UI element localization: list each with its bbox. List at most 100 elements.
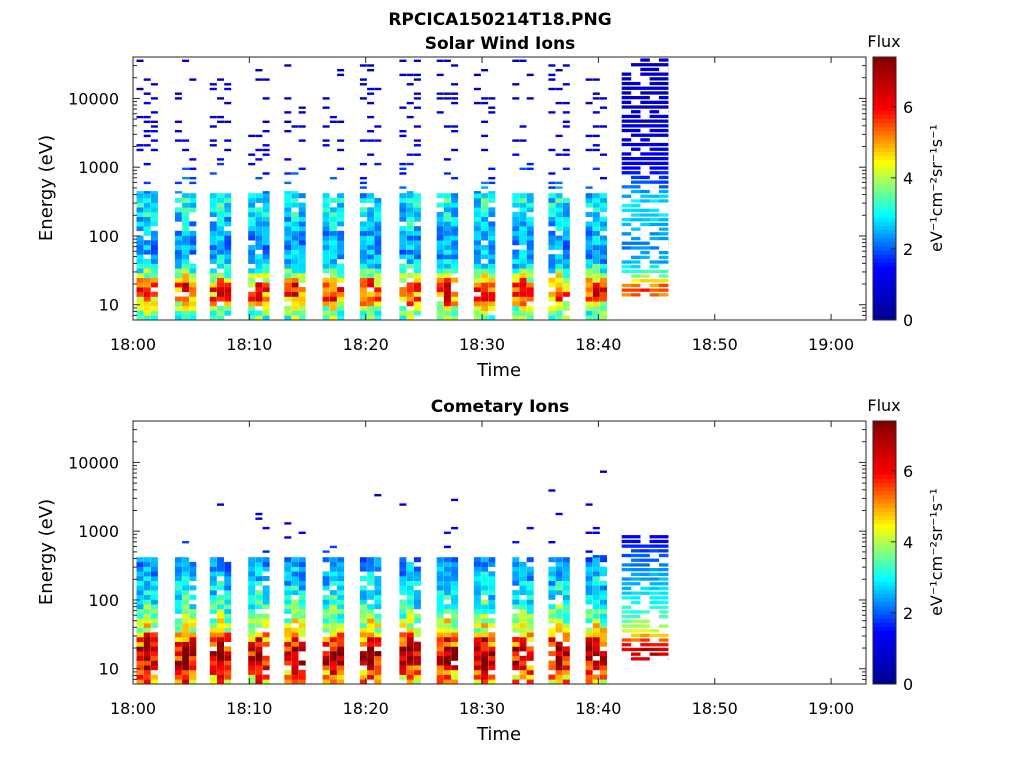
heatmap-cell: [284, 193, 292, 199]
heatmap-cell: [658, 596, 669, 600]
heatmap-cell: [182, 622, 190, 628]
heatmap-cell: [182, 305, 190, 311]
heatmap-cell: [443, 172, 451, 175]
heatmap-cell: [143, 115, 151, 119]
heatmap-cell: [182, 566, 190, 572]
heatmap-cell: [262, 172, 270, 175]
heatmap-cell: [143, 594, 151, 600]
heatmap-cell: [209, 557, 217, 563]
heatmap-cell: [473, 665, 481, 671]
heatmap-cell: [217, 557, 224, 563]
heatmap-cell: [631, 157, 641, 161]
heatmap-cell: [255, 226, 263, 232]
heatmap-cell: [322, 613, 330, 619]
heatmap-cell: [585, 580, 593, 586]
heatmap-cell: [649, 633, 660, 637]
heatmap-cell: [143, 162, 151, 166]
heatmap-cell: [451, 599, 459, 605]
heatmap-cell: [248, 622, 256, 628]
heatmap-cell: [291, 244, 299, 250]
heatmap-cell: [519, 240, 527, 246]
heatmap-cell: [658, 591, 669, 595]
heatmap-cell: [413, 73, 421, 77]
x-tick-label: 18:20: [343, 335, 389, 354]
heatmap-cell: [189, 296, 197, 302]
heatmap-cell: [413, 305, 421, 311]
heatmap-cell: [473, 268, 481, 274]
heatmap-cell: [359, 627, 367, 633]
heatmap-cell: [473, 641, 481, 647]
heatmap-cell: [284, 291, 292, 297]
colorbar-segment: [873, 610, 896, 615]
heatmap-cell: [182, 277, 190, 283]
heatmap-cell: [337, 240, 345, 246]
heatmap-cell: [367, 212, 375, 217]
heatmap-cell: [284, 230, 292, 236]
heatmap-cell: [291, 651, 299, 657]
heatmap-cell: [209, 301, 217, 307]
heatmap-cell: [600, 273, 607, 278]
heatmap-cell: [443, 282, 451, 288]
heatmap-cell: [329, 674, 337, 680]
heatmap-cell: [248, 599, 256, 605]
heatmap-cell: [189, 646, 197, 652]
heatmap-cell: [600, 177, 607, 180]
heatmap-cell: [374, 230, 382, 236]
colorbar-segment: [873, 221, 896, 226]
heatmap-cell: [592, 193, 600, 199]
heatmap-cell: [600, 580, 607, 586]
heatmap-cell: [174, 130, 182, 133]
heatmap-cell: [359, 557, 367, 563]
heatmap-cell: [592, 608, 600, 614]
heatmap-cell: [451, 97, 459, 100]
heatmap-cell: [322, 665, 330, 671]
heatmap-cell: [512, 679, 520, 685]
heatmap-cell: [174, 622, 182, 628]
heatmap-cell: [284, 273, 292, 278]
heatmap-cell: [526, 258, 534, 264]
heatmap-cell: [209, 139, 217, 142]
heatmap-cell: [488, 282, 496, 288]
heatmap-cell: [631, 610, 641, 614]
heatmap-cell: [255, 258, 263, 264]
heatmap-cell: [451, 212, 459, 217]
heatmap-cell: [555, 212, 563, 217]
heatmap-cell: [337, 193, 345, 199]
heatmap-cell: [182, 608, 190, 614]
heatmap-cell: [555, 221, 563, 227]
heatmap-cell: [255, 291, 263, 297]
heatmap-cell: [481, 212, 489, 217]
heatmap-cell: [658, 152, 669, 156]
heatmap-cell: [600, 470, 607, 473]
heatmap-cell: [298, 679, 306, 685]
heatmap-cell: [255, 240, 263, 246]
heatmap-cell: [143, 221, 151, 227]
heatmap-cell: [399, 291, 407, 297]
heatmap-cell: [658, 166, 669, 170]
heatmap-cell: [209, 193, 217, 199]
heatmap-cell: [526, 240, 534, 246]
heatmap-cell: [143, 604, 151, 610]
heatmap-cell: [585, 282, 593, 288]
heatmap-cell: [555, 181, 563, 185]
heatmap-cell: [182, 576, 190, 581]
heatmap-cell: [322, 557, 330, 563]
colorbar-segment: [873, 642, 896, 648]
colorbar-segment: [873, 315, 896, 321]
heatmap-cell: [600, 627, 607, 633]
heatmap-cell: [136, 305, 144, 311]
heatmap-cell: [519, 167, 527, 170]
heatmap-cell: [284, 240, 292, 246]
heatmap-cell: [143, 240, 151, 246]
heatmap-cell: [649, 279, 660, 283]
heatmap-cell: [262, 197, 270, 203]
heatmap-cell: [526, 655, 534, 661]
heatmap-cell: [621, 610, 632, 614]
heatmap-cell: [585, 566, 593, 572]
heatmap-cell: [217, 669, 224, 675]
heatmap-cell: [291, 679, 299, 685]
heatmap-cell: [217, 580, 224, 586]
heatmap-cell: [374, 268, 382, 274]
heatmap-cell: [298, 212, 306, 217]
colorbar-frame: [872, 56, 897, 321]
